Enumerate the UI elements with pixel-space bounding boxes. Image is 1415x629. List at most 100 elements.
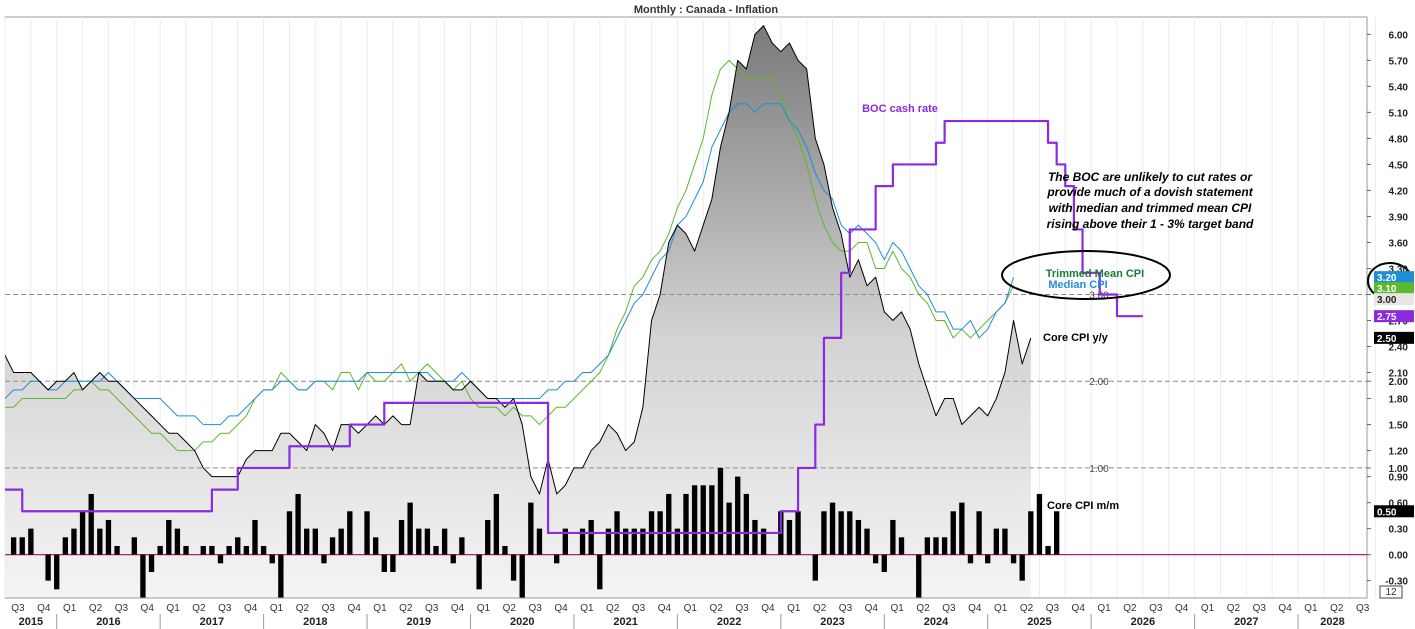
upper-band-value-tag-box bbox=[1374, 293, 1414, 306]
core-mm-bar bbox=[28, 528, 34, 555]
x-year-label: 2022 bbox=[717, 616, 741, 628]
core-yy-value-tag: 2.50 bbox=[1374, 331, 1414, 345]
core-mm-bar bbox=[691, 485, 698, 555]
x-quarter-label: Q2 bbox=[296, 603, 310, 614]
core-mm-bar bbox=[941, 537, 948, 555]
core-yy-label: Core CPI y/y bbox=[1043, 332, 1109, 344]
core-mm-bar bbox=[752, 519, 758, 555]
x-year-label: 2016 bbox=[96, 616, 120, 628]
x-quarter-label: Q1 bbox=[373, 603, 387, 614]
core-mm-bar bbox=[519, 554, 525, 598]
core-mm-bar bbox=[579, 528, 586, 555]
core-mm-bar bbox=[88, 493, 94, 555]
x-year-label: 2020 bbox=[510, 616, 534, 628]
core-mm-bar bbox=[97, 528, 103, 555]
x-year-label: 2028 bbox=[1320, 616, 1344, 628]
x-quarter-label: Q3 bbox=[1253, 603, 1267, 614]
x-quarter-label: Q1 bbox=[1097, 603, 1111, 614]
x-year-label: 2023 bbox=[820, 616, 844, 628]
core-mm-bar bbox=[985, 554, 991, 564]
core-mm-bar bbox=[200, 545, 206, 555]
x-quarter-label: Q3 bbox=[1046, 603, 1060, 614]
core-mm-bar bbox=[855, 519, 862, 555]
core-mm-bar bbox=[433, 545, 439, 555]
y-tick-label: 2.00 bbox=[1389, 377, 1409, 388]
x-quarter-label: Q3 bbox=[115, 603, 129, 614]
note-line-1: The BOC are unlikely to cut rates or bbox=[1048, 170, 1253, 184]
x-year-label: 2015 bbox=[19, 616, 43, 628]
y-tick-label: 4.20 bbox=[1389, 186, 1409, 197]
core-mm-bar bbox=[260, 545, 267, 555]
x-year-label: 2024 bbox=[924, 616, 949, 628]
core-mm-bar bbox=[79, 511, 86, 555]
y-tick-label: 5.10 bbox=[1389, 108, 1409, 119]
annotations: BOC cash rate The BOC are unlikely to cu… bbox=[862, 103, 1413, 512]
core-mm-bar bbox=[933, 537, 939, 555]
y-tick-label: 2.40 bbox=[1389, 343, 1409, 354]
core-mm-bar bbox=[459, 537, 465, 555]
y-tick-label: 4.80 bbox=[1389, 134, 1409, 145]
core-mm-bar bbox=[54, 554, 60, 590]
core-mm-bar bbox=[812, 554, 818, 581]
y-tick-label: 1.20 bbox=[1389, 447, 1409, 458]
core-mm-bar bbox=[381, 554, 387, 572]
note-line-3: with median and trimmed mean CPI bbox=[1049, 201, 1252, 215]
chart-title: Monthly : Canada - Inflation bbox=[634, 4, 778, 16]
core-mm-bar bbox=[528, 502, 534, 555]
core-mm-bar bbox=[373, 537, 379, 555]
y-tick-label: 6.00 bbox=[1389, 30, 1409, 41]
core-mm-bar bbox=[19, 537, 25, 555]
core-mm-bar bbox=[562, 528, 568, 555]
core-mm-bar bbox=[338, 528, 344, 555]
x-quarter-label: Q2 bbox=[813, 603, 827, 614]
x-quarter-label: Q2 bbox=[1123, 603, 1137, 614]
core-mm-bar bbox=[1010, 554, 1017, 564]
core-mm-bar bbox=[235, 537, 241, 555]
core-mm-bar bbox=[760, 528, 767, 555]
core-mm-bar bbox=[347, 511, 353, 555]
trimmed-value-tag-text: 3.10 bbox=[1377, 284, 1397, 295]
x-year-label: 2026 bbox=[1131, 616, 1155, 628]
core-cpi-mm-bars bbox=[10, 467, 1060, 598]
core-mm-bar bbox=[1054, 511, 1060, 555]
core-mm-bar bbox=[881, 554, 887, 572]
series-lines bbox=[5, 25, 1143, 535]
core-mm-bar bbox=[62, 537, 69, 555]
core-mm-bar bbox=[700, 485, 706, 555]
y-tick-label: 4.50 bbox=[1389, 160, 1409, 171]
core-mm-bar bbox=[726, 502, 732, 555]
core-mm-bar bbox=[450, 554, 456, 564]
core-mm-bar bbox=[140, 554, 146, 598]
y-tick-label: 0.90 bbox=[1389, 473, 1409, 484]
core-mm-bar bbox=[71, 528, 77, 555]
core-mm-bar bbox=[183, 545, 189, 555]
core-mm-bar bbox=[166, 519, 172, 555]
core-mm-bar bbox=[424, 528, 431, 555]
core-mm-bar bbox=[1045, 545, 1051, 555]
x-year-label: 2019 bbox=[407, 616, 431, 628]
x-quarter-label: Q4 bbox=[1175, 603, 1189, 614]
core-mm-bar bbox=[743, 493, 750, 555]
boc-cash-rate-line bbox=[5, 119, 1143, 535]
core-mm-bar bbox=[174, 528, 181, 555]
core-mm-bar bbox=[45, 554, 51, 581]
y-axis-ticks: 6.00 5.70 5.40 5.10 4.80 4.50 4.20 3.90 3.60 3.30… bbox=[1367, 30, 1409, 588]
core-mm-bar bbox=[1036, 493, 1043, 555]
x-quarter-label: Q1 bbox=[1201, 603, 1215, 614]
upper-band-value-tag-text: 3.00 bbox=[1377, 295, 1397, 306]
x-quarter-label: Q2 bbox=[709, 603, 723, 614]
core-mm-bar bbox=[597, 554, 603, 590]
boc-cash-rate-label: BOC cash rate bbox=[862, 103, 938, 115]
core-mm-bar bbox=[950, 511, 956, 555]
y-tick-label: 5.40 bbox=[1389, 82, 1409, 93]
trimmed-value-tag: 3.10 bbox=[1374, 282, 1414, 295]
core-mm-bar bbox=[959, 502, 965, 555]
core-mm-label: Core CPI m/m bbox=[1047, 500, 1119, 512]
x-quarter-label: Q2 bbox=[503, 603, 517, 614]
axis-marker: 12 bbox=[1379, 585, 1403, 599]
median-value-tag: 3.20 bbox=[1374, 271, 1414, 284]
core-mm-bar bbox=[217, 554, 224, 564]
core-mm-bar bbox=[398, 519, 405, 555]
core-mm-bar bbox=[148, 554, 155, 572]
core-mm-bar bbox=[666, 493, 672, 555]
